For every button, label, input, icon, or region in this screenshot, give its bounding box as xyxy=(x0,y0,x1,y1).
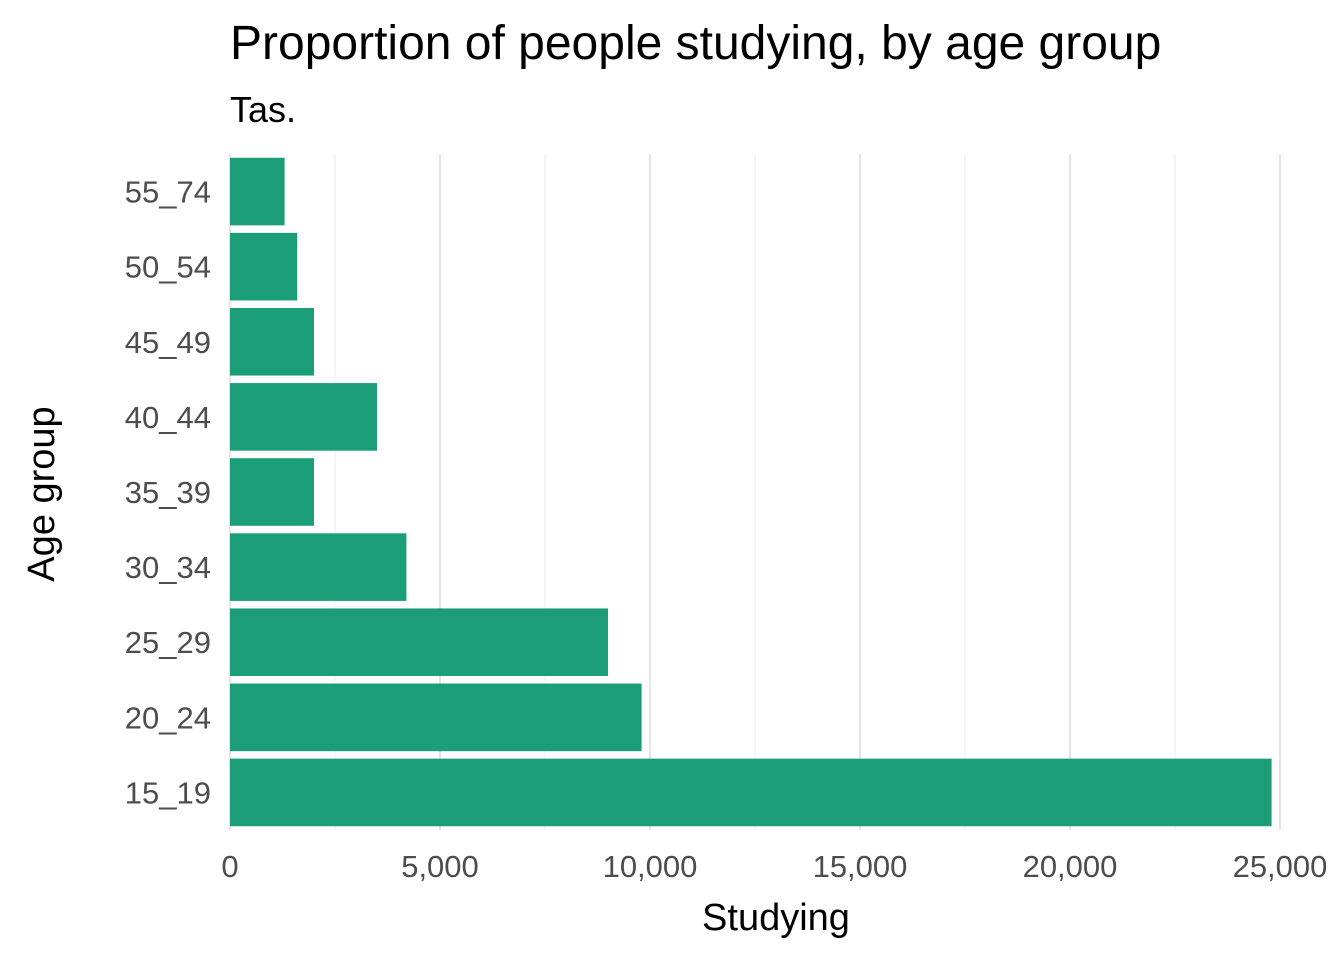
bar-20_24 xyxy=(230,683,642,752)
bars xyxy=(230,157,1272,827)
x-axis-tick-labels: 0 5,000 10,000 15,000 20,000 25,000 xyxy=(221,849,1327,884)
y-tick-label: 55_74 xyxy=(125,175,211,210)
x-tick-label: 20,000 xyxy=(1023,849,1118,884)
y-tick-label: 50_54 xyxy=(125,250,211,285)
y-tick-label: 30_34 xyxy=(125,550,211,585)
y-tick-label: 35_39 xyxy=(125,475,211,510)
x-tick-label: 0 xyxy=(221,849,238,884)
y-tick-label: 25_29 xyxy=(125,625,211,660)
bar-40_44 xyxy=(230,383,377,451)
x-tick-label: 5,000 xyxy=(401,849,479,884)
bar-35_39 xyxy=(230,458,314,526)
x-tick-label: 10,000 xyxy=(603,849,698,884)
chart-title: Proportion of people studying, by age gr… xyxy=(230,17,1161,70)
y-tick-label: 40_44 xyxy=(125,400,211,435)
y-axis-title: Age group xyxy=(21,406,63,581)
bar-30_34 xyxy=(230,533,407,601)
bar-25_29 xyxy=(230,608,608,677)
bar-50_54 xyxy=(230,232,298,301)
bar-15_19 xyxy=(230,758,1272,827)
y-tick-label: 15_19 xyxy=(125,775,211,810)
y-tick-label: 20_24 xyxy=(125,700,211,735)
x-tick-label: 25,000 xyxy=(1233,849,1328,884)
chart-subtitle: Tas. xyxy=(230,89,296,130)
bar-55_74 xyxy=(230,157,285,226)
y-tick-label: 45_49 xyxy=(125,325,211,360)
y-axis-tick-labels: 15_19 20_24 25_29 30_34 35_39 40_44 45_49 50_54… xyxy=(125,175,211,811)
x-tick-label: 15,000 xyxy=(813,849,908,884)
x-axis-title: Studying xyxy=(702,897,850,939)
bar-45_49 xyxy=(230,307,314,376)
